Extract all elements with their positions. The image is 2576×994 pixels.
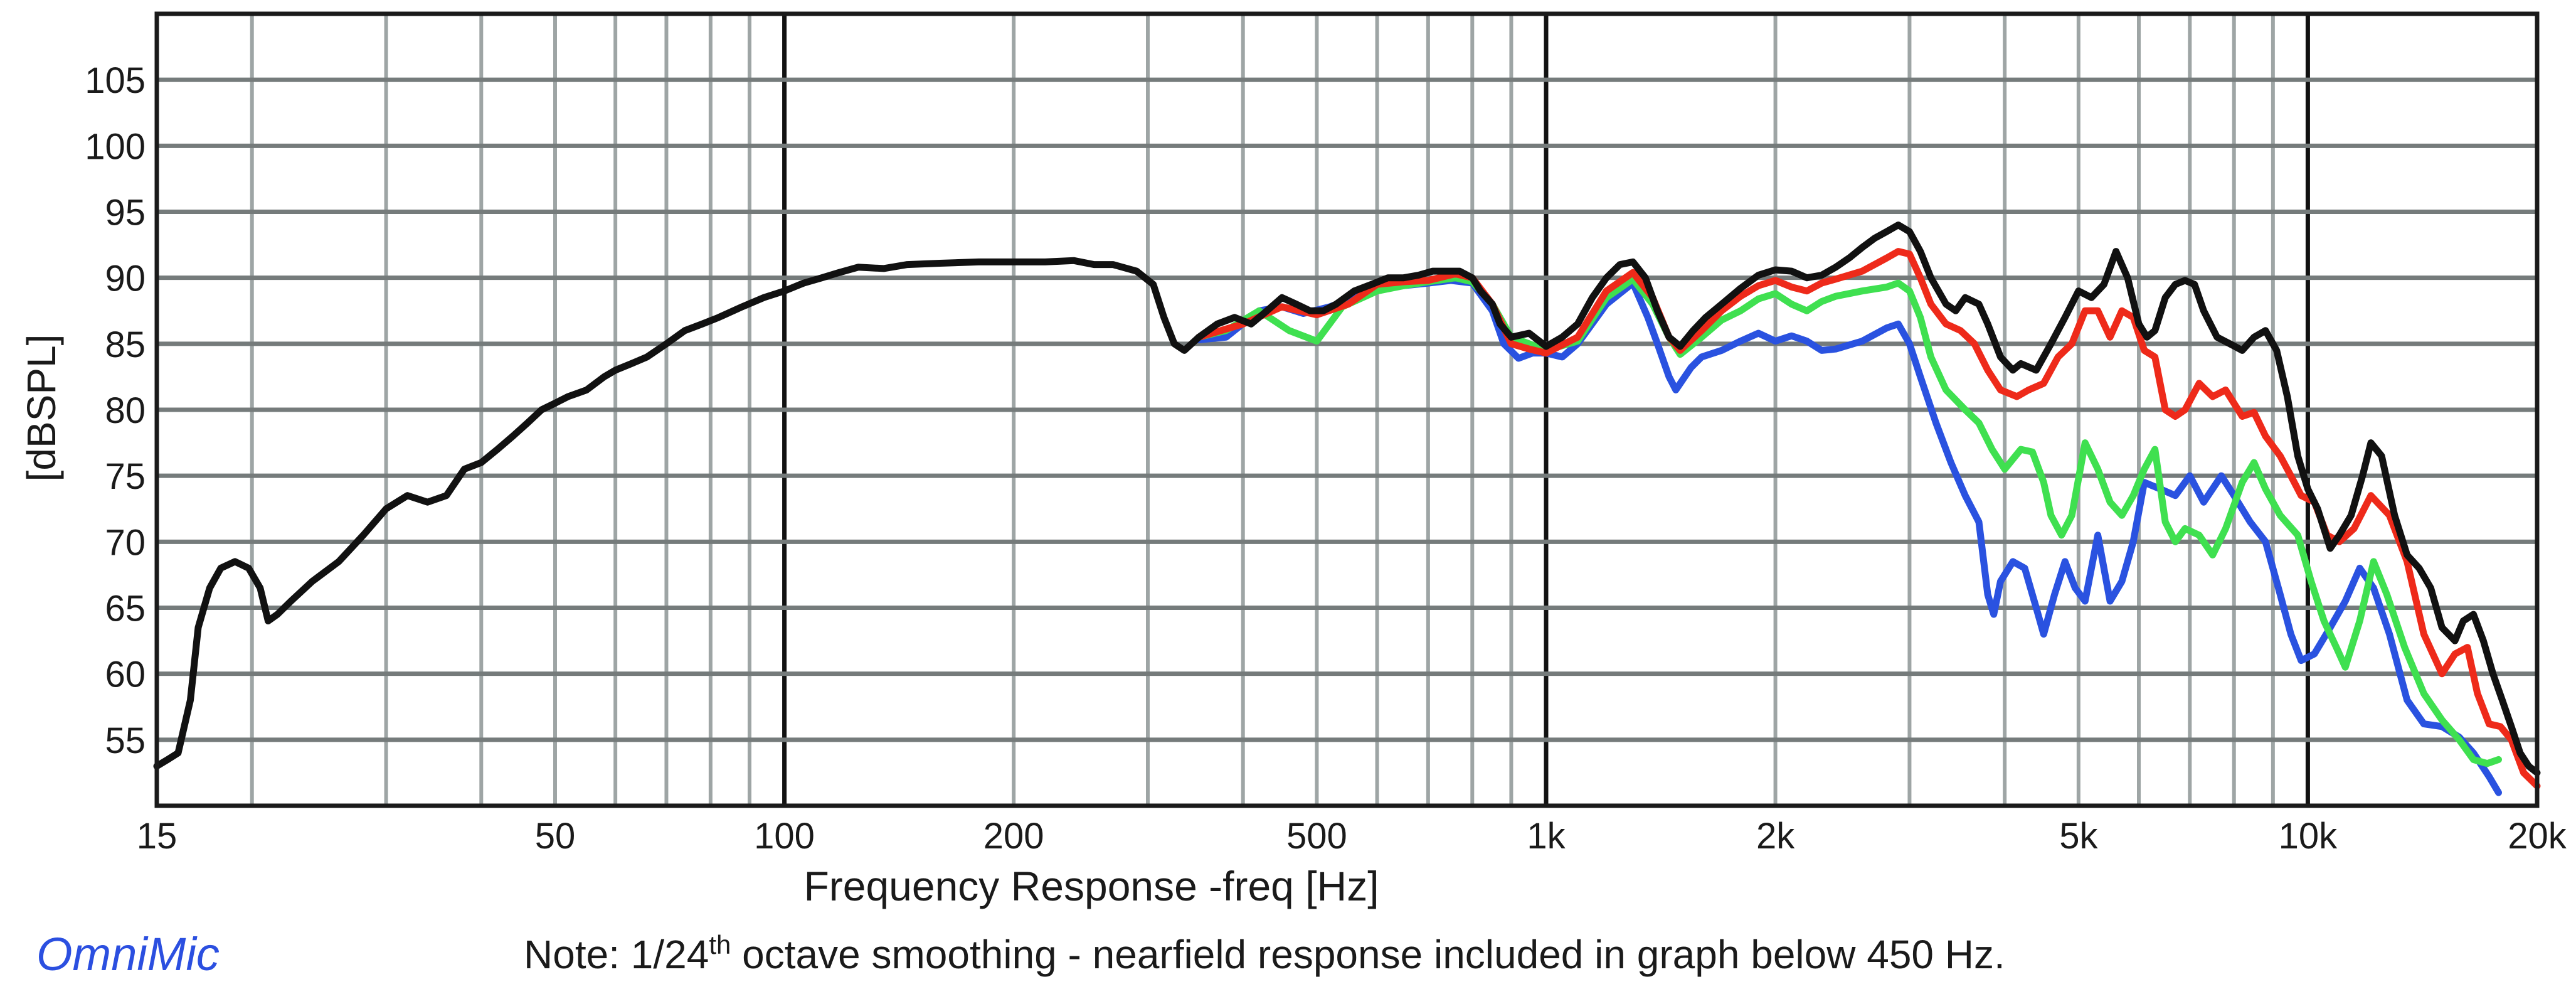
y-axis-label: [dBSPL] <box>19 334 64 482</box>
series-lines <box>153 222 2541 796</box>
y-tick-label: 95 <box>105 193 146 233</box>
brand-label: OmniMic <box>36 928 220 980</box>
y-tick-label: 80 <box>105 390 146 431</box>
x-tick-label: 100 <box>754 816 815 857</box>
y-tick-label: 85 <box>105 324 146 365</box>
y-tick-label: 65 <box>105 589 146 629</box>
series-line-3 <box>1195 248 2541 789</box>
x-tick-label: 20k <box>2508 816 2567 857</box>
y-tick-label: 100 <box>85 126 146 167</box>
note-prefix: Note: 1/24 <box>524 932 709 977</box>
y-tick-label: 90 <box>105 259 146 299</box>
x-tick-label: 5k <box>2059 816 2098 857</box>
x-tick-label: 500 <box>1286 816 1347 857</box>
x-tick-label: 2k <box>1756 816 1795 857</box>
y-tick-label: 105 <box>85 60 146 101</box>
note-suffix: octave smoothing - nearfield response in… <box>731 932 2005 977</box>
x-tick-label: 50 <box>535 816 576 857</box>
x-axis-label: Frequency Response -freq [Hz] <box>803 863 1379 909</box>
y-tick-labels: 55 60 65 70 75 80 85 90 95 100 105 <box>85 60 146 761</box>
x-tick-label: 1k <box>1527 816 1566 857</box>
y-tick-label: 60 <box>105 655 146 695</box>
x-tick-labels: 15 50 100 200 500 1k 2k 5k 10k 20k <box>137 816 2567 857</box>
series-line-2 <box>1195 274 2502 767</box>
note-superscript: th <box>709 929 731 959</box>
smoothing-note: Note: 1/24th octave smoothing - nearfiel… <box>524 931 2005 978</box>
series-line-1 <box>1195 277 2502 796</box>
y-tick-label: 75 <box>105 456 146 497</box>
x-tick-label: 15 <box>137 816 178 857</box>
y-tick-label: 70 <box>105 522 146 563</box>
plot-frame <box>154 11 2540 808</box>
x-tick-label: 200 <box>983 816 1044 857</box>
grid-lines <box>157 14 2537 806</box>
y-tick-label: 55 <box>105 720 146 761</box>
x-tick-label: 10k <box>2279 816 2338 857</box>
series-line-4 <box>153 222 2541 776</box>
